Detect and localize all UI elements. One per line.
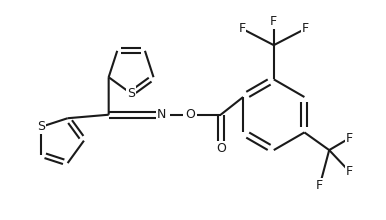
Text: F: F bbox=[270, 15, 277, 28]
Text: F: F bbox=[346, 165, 353, 178]
Text: F: F bbox=[302, 22, 309, 35]
Text: F: F bbox=[346, 132, 353, 145]
Text: F: F bbox=[239, 22, 245, 35]
Text: N: N bbox=[157, 108, 166, 121]
Text: O: O bbox=[185, 108, 195, 121]
Text: S: S bbox=[127, 87, 135, 100]
Text: F: F bbox=[316, 179, 323, 192]
Text: O: O bbox=[216, 142, 226, 155]
Text: S: S bbox=[37, 120, 45, 133]
